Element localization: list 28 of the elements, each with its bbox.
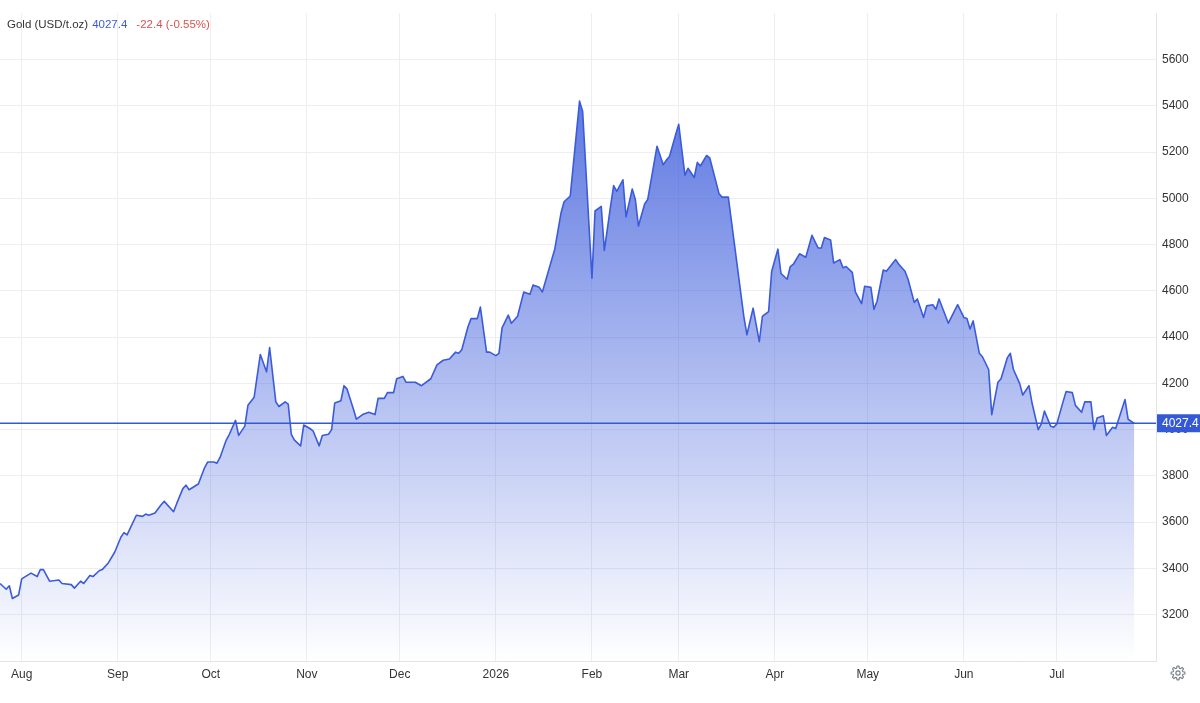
- x-tick-label: Jun: [954, 666, 974, 681]
- y-tick-label: 3400: [1162, 560, 1190, 575]
- x-tick-label: Nov: [296, 666, 318, 681]
- chart-title: Gold (USD/t.oz): [7, 18, 89, 30]
- y-tick-label: 5000: [1162, 190, 1190, 205]
- y-tick-label: 4200: [1162, 375, 1190, 390]
- x-tick-label: Aug: [11, 666, 33, 681]
- y-tick-label: 3200: [1162, 607, 1190, 622]
- y-tick-label: 3800: [1162, 468, 1190, 483]
- y-tick-label: 4800: [1162, 236, 1190, 251]
- y-tick-label: 4400: [1162, 329, 1190, 344]
- y-tick-label: 3600: [1162, 514, 1190, 529]
- annotation: -22.4 (-0.55%): [136, 18, 210, 30]
- x-tick-label: Mar: [668, 666, 690, 681]
- x-tick-label: 2026: [482, 666, 510, 681]
- x-tick-label: May: [856, 666, 880, 681]
- ref-line-label: 4027.4: [1162, 416, 1200, 431]
- x-tick-label: Jul: [1049, 666, 1065, 681]
- x-tick-label: Feb: [581, 666, 603, 681]
- y-tick-label: 4600: [1162, 283, 1190, 298]
- y-tick-label: 5400: [1162, 98, 1190, 113]
- y-tick-label: 5600: [1162, 51, 1190, 66]
- x-tick-label: Sep: [107, 666, 129, 681]
- y-tick-label: 5200: [1162, 144, 1190, 159]
- x-tick-label: Apr: [765, 666, 785, 681]
- x-tick-label: Dec: [389, 666, 411, 681]
- annotation: 4027.4: [92, 18, 128, 30]
- x-tick-label: Oct: [201, 666, 221, 681]
